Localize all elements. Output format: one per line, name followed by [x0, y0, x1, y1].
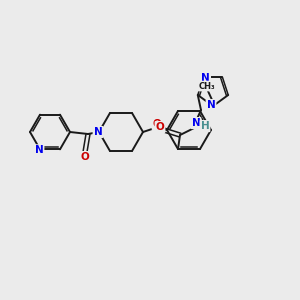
- Text: O: O: [156, 122, 164, 132]
- Text: H: H: [201, 121, 209, 131]
- Text: N: N: [94, 127, 102, 137]
- Text: N: N: [207, 100, 215, 110]
- Text: O: O: [81, 152, 89, 162]
- Text: N: N: [192, 118, 200, 128]
- Text: O: O: [153, 119, 161, 129]
- Text: N: N: [201, 73, 210, 83]
- Text: N: N: [34, 145, 43, 155]
- Text: CH₃: CH₃: [199, 82, 215, 91]
